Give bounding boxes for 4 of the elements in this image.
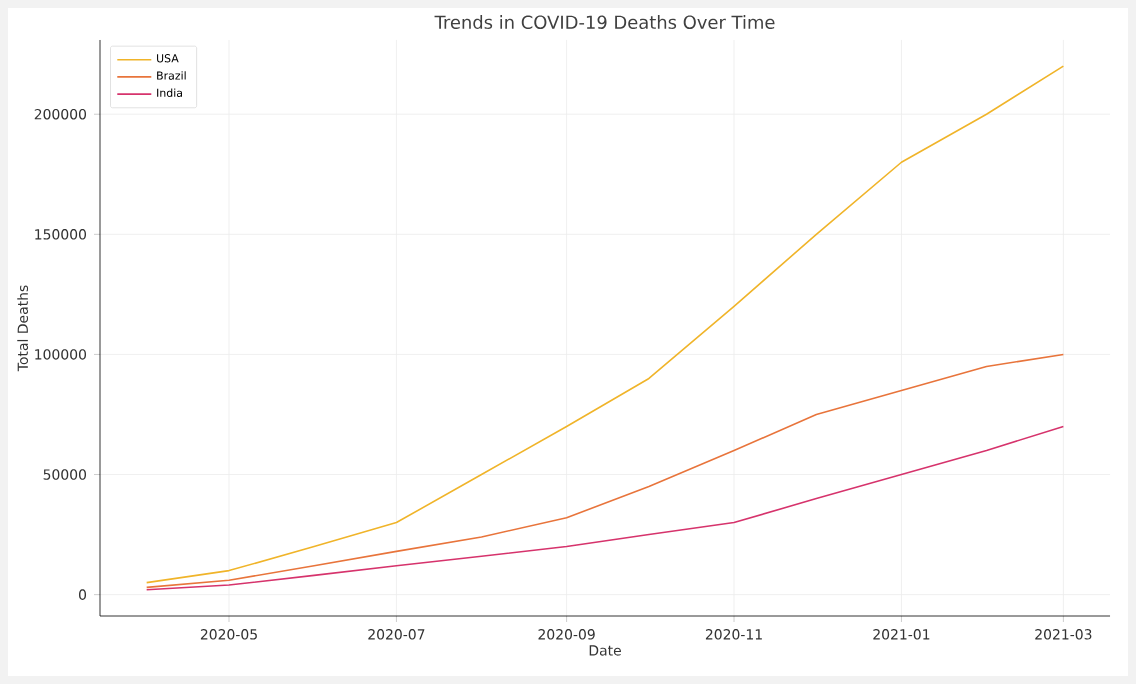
chart-title: Trends in COVID-19 Deaths Over Time bbox=[434, 15, 775, 29]
line-series bbox=[145, 65, 1065, 584]
line-series bbox=[145, 425, 1065, 591]
line-series bbox=[145, 353, 1065, 589]
